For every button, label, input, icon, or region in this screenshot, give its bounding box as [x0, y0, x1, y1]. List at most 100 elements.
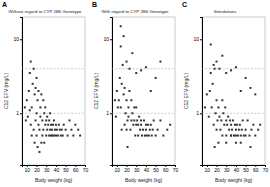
- point: [245, 135, 247, 137]
- point: [241, 129, 243, 131]
- point: [230, 135, 232, 137]
- x-axis-tick: 30: [44, 165, 50, 173]
- point: [121, 83, 123, 85]
- x-axis-tick: 40: [54, 165, 60, 173]
- point: [126, 61, 128, 63]
- y-axis: 110: [103, 18, 112, 166]
- point: [39, 116, 41, 118]
- y-axis-tick: 10: [103, 36, 112, 42]
- point: [59, 129, 61, 131]
- point: [62, 135, 64, 137]
- x-axis-tick: 40: [234, 165, 240, 173]
- tick-label: 60: [163, 167, 169, 173]
- x-axis-tick: 50: [63, 165, 69, 173]
- reference-line: [22, 113, 85, 114]
- point: [214, 146, 216, 148]
- point: [225, 135, 227, 137]
- point: [32, 83, 34, 85]
- tick-label: 50: [63, 167, 69, 173]
- point: [234, 124, 236, 126]
- plot-area: [202, 43, 265, 148]
- x-axis-tick: 60: [253, 165, 259, 173]
- point: [33, 129, 35, 131]
- point: [232, 119, 234, 121]
- point: [131, 112, 133, 114]
- panel-label: C: [182, 1, 187, 8]
- point: [45, 135, 47, 137]
- point: [115, 116, 117, 118]
- point: [208, 116, 210, 118]
- point: [225, 142, 227, 144]
- point: [53, 135, 55, 137]
- point: [247, 119, 249, 121]
- point: [37, 90, 39, 92]
- point: [235, 142, 237, 144]
- x-axis: 10203040506070: [203, 165, 269, 173]
- point: [54, 129, 56, 131]
- panel-title: With regard to CYP 2B6 Genotype: [101, 9, 169, 14]
- point: [145, 129, 147, 131]
- point: [51, 135, 53, 137]
- point: [224, 106, 226, 108]
- point: [30, 61, 32, 63]
- point: [212, 83, 214, 85]
- point: [259, 124, 261, 126]
- point: [150, 124, 152, 126]
- y-axis-tick: 10: [193, 36, 202, 42]
- tick-label: 1: [16, 110, 19, 116]
- x-axis-tick: 30: [224, 165, 230, 173]
- point: [153, 119, 155, 121]
- point: [237, 135, 239, 137]
- y-axis-line: [200, 18, 203, 166]
- tick-label: 20: [214, 167, 220, 173]
- point: [223, 124, 225, 126]
- tick-label: 10: [193, 36, 199, 42]
- point: [220, 119, 222, 121]
- point: [240, 135, 242, 137]
- point: [135, 124, 137, 126]
- point: [147, 124, 149, 126]
- point: [127, 106, 129, 108]
- point: [36, 135, 38, 137]
- point: [134, 135, 136, 137]
- point: [77, 129, 79, 131]
- point: [155, 77, 157, 79]
- point: [121, 129, 123, 131]
- point: [39, 106, 41, 108]
- point: [51, 129, 53, 131]
- point: [35, 119, 37, 121]
- y-axis-title: C12 EFV (mg/L): [183, 73, 189, 109]
- tick-mark: [20, 39, 22, 40]
- tick-label: 1: [196, 110, 199, 116]
- x-axis-tick: 60: [73, 165, 79, 173]
- tick-label: 70: [173, 167, 179, 173]
- x-axis-title: Body weight (kg): [215, 177, 253, 183]
- point: [27, 116, 29, 118]
- point: [228, 129, 230, 131]
- point: [131, 52, 133, 54]
- point: [70, 129, 72, 131]
- point: [36, 77, 38, 79]
- point: [43, 142, 45, 144]
- point: [150, 90, 152, 92]
- point: [254, 93, 256, 95]
- point: [55, 135, 57, 137]
- point: [218, 116, 220, 118]
- point: [221, 135, 223, 137]
- tick-label: 10: [25, 167, 31, 173]
- point: [24, 106, 26, 108]
- point: [50, 124, 52, 126]
- x-axis-tick: 10: [115, 165, 121, 173]
- point: [157, 129, 159, 131]
- point: [136, 119, 138, 121]
- point: [140, 69, 142, 71]
- x-axis-tick: 70: [83, 165, 89, 173]
- point: [210, 43, 212, 45]
- point: [74, 124, 76, 126]
- point: [120, 106, 122, 108]
- tick-mark: [110, 113, 112, 114]
- point: [219, 129, 221, 131]
- point: [133, 119, 135, 121]
- point: [31, 135, 33, 137]
- reference-line: [202, 113, 265, 114]
